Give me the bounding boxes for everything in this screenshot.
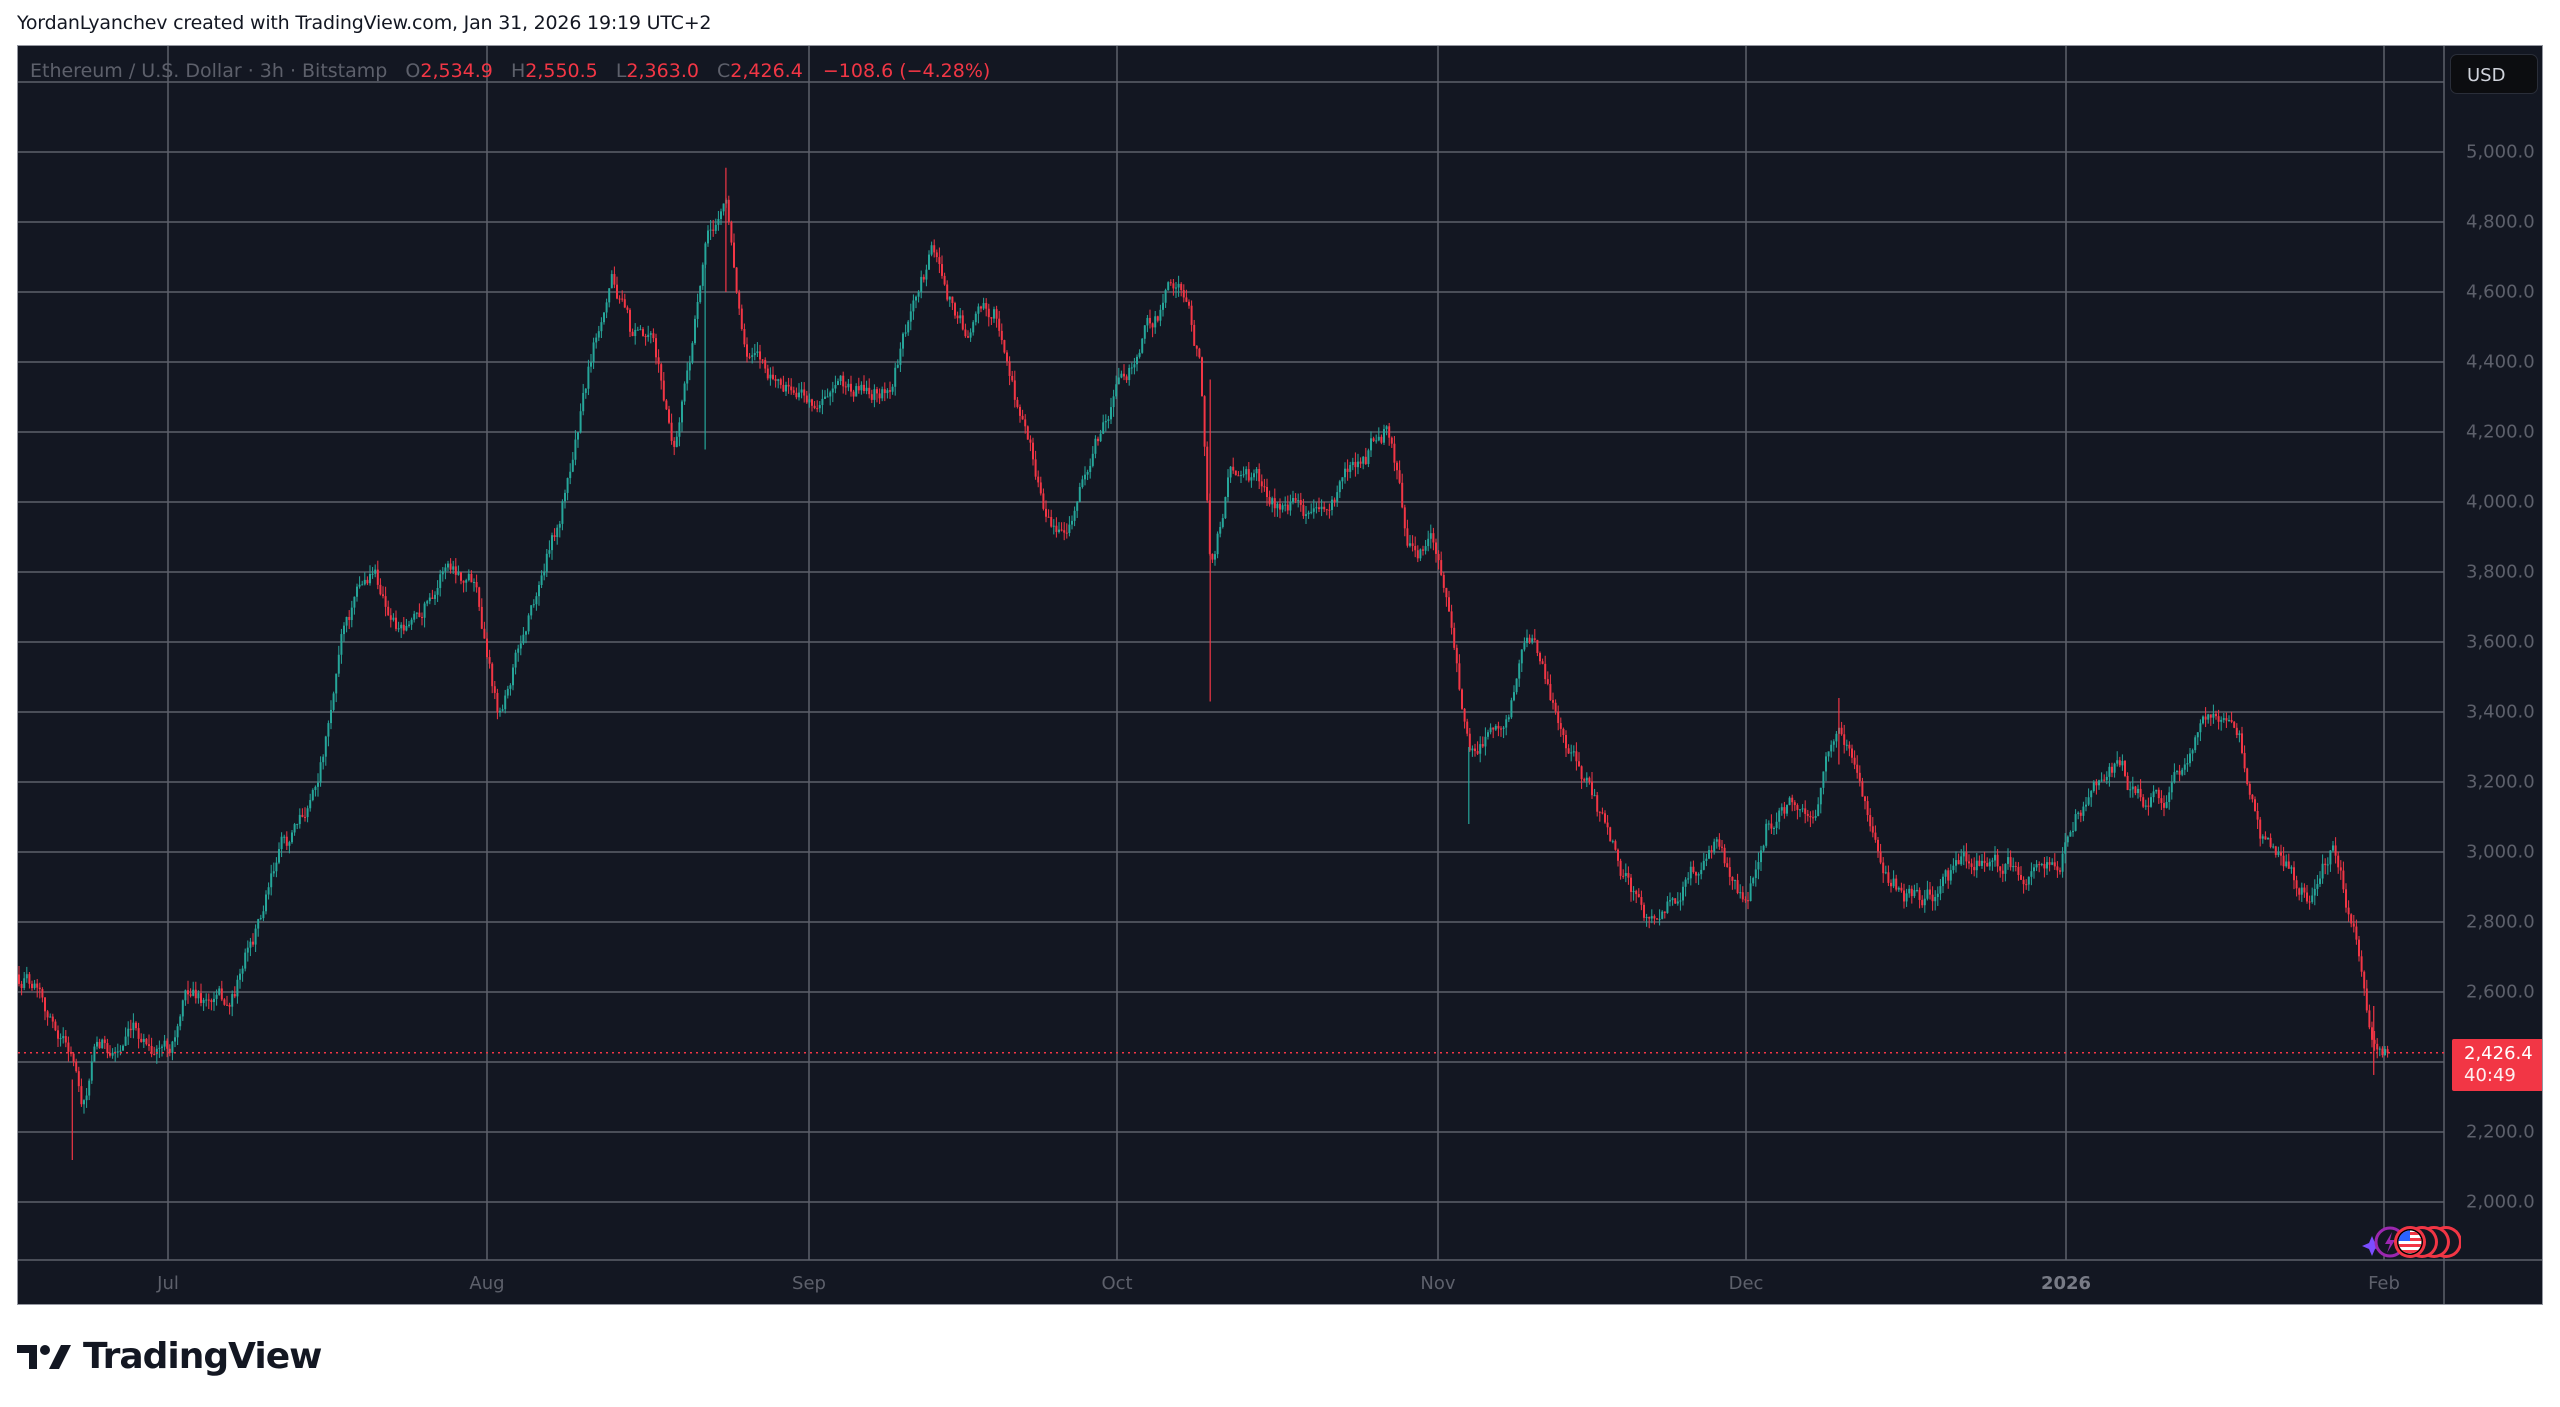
price-axis-label: 3,000.0 — [2466, 841, 2535, 863]
price-axis-label: 3,400.0 — [2466, 701, 2535, 723]
time-axis-label: Feb — [2368, 1273, 2400, 1294]
low-value: 2,363.0 — [626, 60, 699, 82]
high-value: 2,550.5 — [525, 60, 598, 82]
sparkle-icon — [2362, 1236, 2382, 1256]
price-axis-label: 2,800.0 — [2466, 911, 2535, 933]
open-value: 2,534.9 — [420, 60, 493, 82]
tradingview-logo[interactable]: TradingView — [17, 1336, 322, 1377]
time-axis-label: Nov — [1420, 1273, 1456, 1294]
time-axis-label: Jul — [157, 1273, 179, 1294]
last-price-value: 2,426.4 — [2464, 1042, 2533, 1064]
currency-button[interactable]: USD — [2450, 54, 2538, 94]
time-axis-label: Dec — [1728, 1273, 1764, 1294]
close-label: C — [717, 60, 731, 82]
price-axis-label: 4,000.0 — [2466, 491, 2535, 513]
symbol-legend: Ethereum / U.S. Dollar · 3h · Bitstamp O… — [30, 60, 990, 82]
price-axis-label: 2,600.0 — [2466, 981, 2535, 1003]
time-axis-label: 2026 — [2040, 1273, 2092, 1294]
close-value: 2,426.4 — [730, 60, 803, 82]
tradingview-logo-text: TradingView — [83, 1336, 322, 1377]
price-axis-label: 4,800.0 — [2466, 211, 2535, 233]
candles — [18, 167, 2389, 1160]
time-axis-label: Oct — [1101, 1273, 1133, 1294]
open-label: O — [405, 60, 421, 82]
price-chart-canvas[interactable] — [18, 46, 2543, 1305]
price-axis-label: 3,200.0 — [2466, 771, 2535, 793]
low-label: L — [615, 60, 627, 82]
high-label: H — [510, 60, 526, 82]
last-price-badge: 2,426.4 40:49 — [2452, 1038, 2542, 1091]
chart-pane[interactable]: Ethereum / U.S. Dollar · 3h · Bitstamp O… — [17, 45, 2543, 1305]
price-axis-label: 4,400.0 — [2466, 351, 2535, 373]
price-axis-label: 3,800.0 — [2466, 561, 2535, 583]
price-axis-label: 4,600.0 — [2466, 281, 2535, 303]
economic-events-markers[interactable] — [2358, 1222, 2461, 1262]
time-axis-label: Aug — [469, 1273, 505, 1294]
us-flag-event-icon[interactable] — [2394, 1226, 2461, 1258]
symbol-title: Ethereum / U.S. Dollar · 3h · Bitstamp — [30, 60, 388, 82]
price-axis-label: 2,000.0 — [2466, 1191, 2535, 1213]
bar-countdown: 40:49 — [2464, 1064, 2516, 1086]
price-axis-label: 3,600.0 — [2466, 631, 2535, 653]
change-value: −108.6 (−4.28%) — [822, 60, 991, 82]
price-axis-label: 5,000.0 — [2466, 141, 2535, 163]
tradingview-logo-icon — [17, 1344, 71, 1369]
time-axis-label: Sep — [792, 1273, 826, 1294]
price-axis-label: 4,200.0 — [2466, 421, 2535, 443]
attribution-text: YordanLyanchev created with TradingView.… — [17, 12, 712, 34]
price-axis-label: 2,200.0 — [2466, 1121, 2535, 1143]
